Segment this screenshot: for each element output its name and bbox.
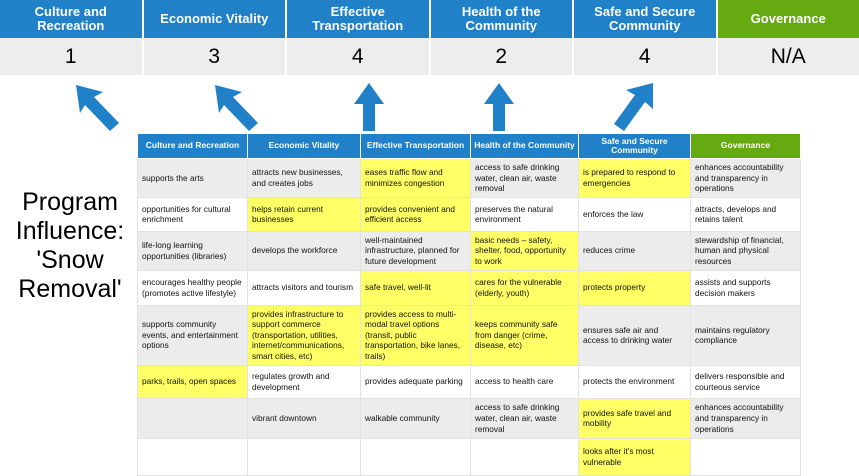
scorecard-header-governance[interactable]: Governance — [718, 0, 859, 38]
caption-line-2: Influence: — [6, 217, 134, 246]
matrix-header-culture-and-recreation: Culture and Recreation — [138, 134, 248, 159]
scorecard-value-economic-vitality: 3 — [144, 38, 288, 75]
table-row: looks after it's most vulnerable — [138, 438, 801, 475]
matrix-header-health-of-the-community: Health of the Community — [471, 134, 579, 159]
matrix-cell: parks, trails, open spaces — [138, 365, 248, 398]
scorecard-header-culture-and-recreation[interactable]: Culture and Recreation — [0, 0, 144, 38]
arrow-up-left-icon-1 — [76, 85, 119, 131]
arrow-up-right-icon-5 — [614, 83, 653, 131]
matrix-cell: cares for the vulnerable (elderly, youth… — [471, 270, 579, 305]
matrix-cell: supports community events, and entertain… — [138, 305, 248, 365]
matrix-cell: encourages healthy people (promotes acti… — [138, 270, 248, 305]
matrix-cell: develops the workforce — [248, 231, 361, 270]
matrix-cell: provides adequate parking — [361, 365, 471, 398]
matrix-cell: provides infrastructure to support comme… — [248, 305, 361, 365]
scorecard-header-label: Culture and Recreation — [2, 5, 140, 33]
program-influence-caption: Program Influence: 'Snow Removal' — [6, 188, 134, 304]
scorecard-header-effective-transportation[interactable]: Effective Transportation — [287, 0, 431, 38]
scorecard-strip: Culture and Recreation Economic Vitality… — [0, 0, 859, 75]
table-row: parks, trails, open spaces regulates gro… — [138, 365, 801, 398]
matrix-cell — [361, 438, 471, 475]
matrix-header-effective-transportation: Effective Transportation — [361, 134, 471, 159]
matrix-cell: enforces the law — [579, 197, 691, 231]
scorecard-value-health-of-the-community: 2 — [431, 38, 575, 75]
matrix-header-governance: Governance — [691, 134, 801, 159]
matrix-cell: walkable community — [361, 398, 471, 438]
scorecard-header-label: Effective Transportation — [289, 5, 427, 33]
scorecard-header-label: Economic Vitality — [160, 12, 268, 26]
arrow-up-icon-4 — [484, 83, 514, 131]
matrix-cell: is prepared to respond to emergencies — [579, 159, 691, 198]
scorecard-header-label: Governance — [751, 12, 826, 26]
matrix-cell — [138, 438, 248, 475]
matrix-cell: supports the arts — [138, 159, 248, 198]
influence-matrix-table: Culture and Recreation Economic Vitality… — [137, 133, 801, 476]
caption-line-3: 'Snow — [6, 246, 134, 275]
matrix-header-safe-and-secure-community: Safe and Secure Community — [579, 134, 691, 159]
matrix-cell: keeps community safe from danger (crime,… — [471, 305, 579, 365]
matrix-cell: access to health care — [471, 365, 579, 398]
matrix-cell: preserves the natural environment — [471, 197, 579, 231]
scorecard-header-label: Health of the Community — [433, 5, 571, 33]
table-row: encourages healthy people (promotes acti… — [138, 270, 801, 305]
matrix-cell: ensures safe air and access to drinking … — [579, 305, 691, 365]
table-row: opportunities for cultural enrichment he… — [138, 197, 801, 231]
matrix-cell: looks after it's most vulnerable — [579, 438, 691, 475]
arrow-group — [0, 75, 859, 135]
matrix-cell: safe travel, well-lit — [361, 270, 471, 305]
matrix-cell: enhances accountability and transparency… — [691, 398, 801, 438]
matrix-cell: delivers responsible and courteous servi… — [691, 365, 801, 398]
matrix-cell: provides access to multi-modal travel op… — [361, 305, 471, 365]
matrix-cell — [471, 438, 579, 475]
scorecard-header-row: Culture and Recreation Economic Vitality… — [0, 0, 859, 38]
scorecard-header-economic-vitality[interactable]: Economic Vitality — [144, 0, 288, 38]
scorecard-value-row: 1 3 4 2 4 N/A — [0, 38, 859, 75]
matrix-cell: helps retain current businesses — [248, 197, 361, 231]
matrix-cell: reduces crime — [579, 231, 691, 270]
arrow-up-icon-3 — [354, 83, 384, 131]
scorecard-value-culture-and-recreation: 1 — [0, 38, 144, 75]
scorecard-header-safe-and-secure-community[interactable]: Safe and Secure Community — [574, 0, 718, 38]
matrix-cell: attracts, develops and retains talent — [691, 197, 801, 231]
matrix-cell: stewardship of financial, human and phys… — [691, 231, 801, 270]
matrix-cell — [138, 398, 248, 438]
scorecard-header-label: Safe and Secure Community — [576, 5, 714, 33]
caption-line-1: Program — [6, 188, 134, 217]
matrix-cell: attracts visitors and tourism — [248, 270, 361, 305]
matrix-cell: provides safe travel and mobility — [579, 398, 691, 438]
matrix-cell: maintains regulatory compliance — [691, 305, 801, 365]
matrix-cell: opportunities for cultural enrichment — [138, 197, 248, 231]
matrix-header-row: Culture and Recreation Economic Vitality… — [138, 134, 801, 159]
matrix-cell: assists and supports decision makers — [691, 270, 801, 305]
matrix-cell: regulates growth and development — [248, 365, 361, 398]
table-row: vibrant downtown walkable community acce… — [138, 398, 801, 438]
scorecard-value-governance: N/A — [718, 38, 859, 75]
matrix-cell: eases traffic flow and minimizes congest… — [361, 159, 471, 198]
matrix-cell — [248, 438, 361, 475]
matrix-cell: enhances accountability and transparency… — [691, 159, 801, 198]
table-row: life-long learning opportunities (librar… — [138, 231, 801, 270]
table-row: supports the arts attracts new businesse… — [138, 159, 801, 198]
caption-line-4: Removal' — [6, 275, 134, 304]
matrix-cell: vibrant downtown — [248, 398, 361, 438]
matrix-header-economic-vitality: Economic Vitality — [248, 134, 361, 159]
matrix-cell: access to safe drinking water, clean air… — [471, 159, 579, 198]
matrix-cell — [691, 438, 801, 475]
matrix-cell: protects the environment — [579, 365, 691, 398]
matrix-cell: provides convenient and efficient access — [361, 197, 471, 231]
scorecard-value-effective-transportation: 4 — [287, 38, 431, 75]
scorecard-header-health-of-the-community[interactable]: Health of the Community — [431, 0, 575, 38]
matrix-cell: well-maintained infrastructure, planned … — [361, 231, 471, 270]
matrix-cell: protects property — [579, 270, 691, 305]
scorecard-value-safe-and-secure-community: 4 — [574, 38, 718, 75]
matrix-cell: access to safe drinking water, clean air… — [471, 398, 579, 438]
matrix-cell: life-long learning opportunities (librar… — [138, 231, 248, 270]
matrix-cell: basic needs – safety, shelter, food, opp… — [471, 231, 579, 270]
matrix-cell: attracts new businesses, and creates job… — [248, 159, 361, 198]
table-row: supports community events, and entertain… — [138, 305, 801, 365]
arrow-up-left-icon-2 — [215, 85, 258, 131]
